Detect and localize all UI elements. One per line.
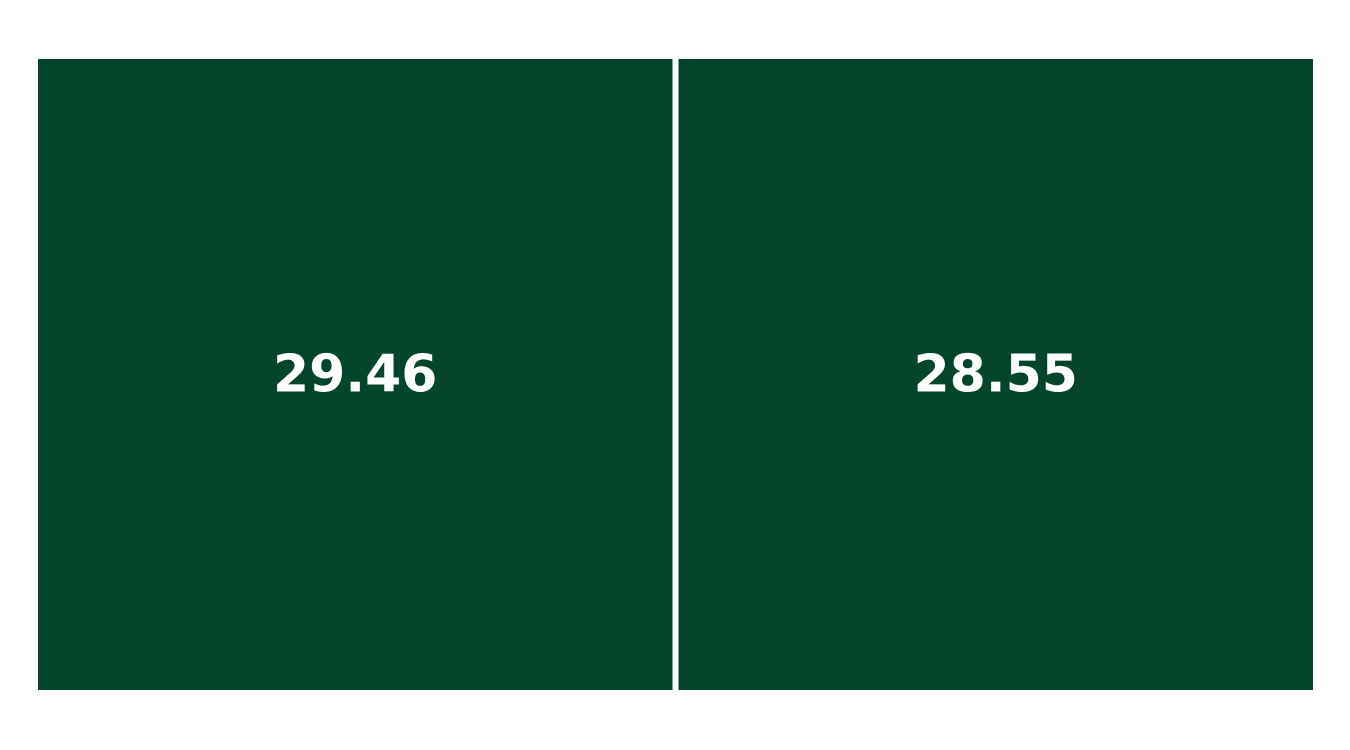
heatmap-cell-2 bbox=[672, 53, 1319, 696]
heatmap-cell-1 bbox=[32, 53, 679, 696]
heatmap-cell-label-2: 28.55 bbox=[914, 345, 1078, 405]
heatmap-cell-label-1: 29.46 bbox=[273, 345, 437, 405]
